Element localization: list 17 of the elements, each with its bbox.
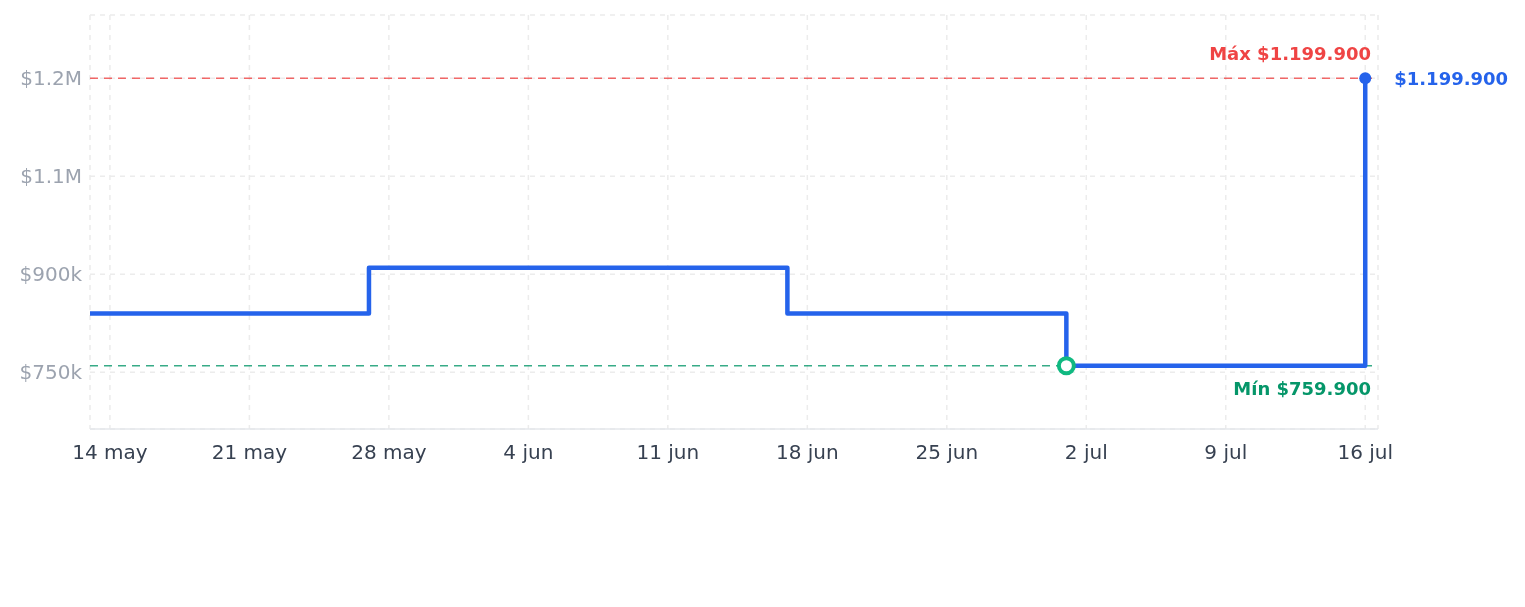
y-tick-label: $900k (19, 262, 83, 287)
x-tick-label: 25 jun (915, 440, 979, 465)
y-tick-label: $1.2M (20, 66, 82, 91)
annotation: $1.199.900 (1394, 67, 1509, 89)
y-tick-label: $1.1M (20, 164, 82, 189)
x-tick-label: 11 jun (636, 440, 700, 465)
y-tick-label: $750k (19, 360, 83, 385)
ref-line-label: Máx $1.199.900 (1209, 43, 1371, 65)
x-tick-label: 4 jun (503, 440, 554, 465)
x-tick-label: 28 may (351, 440, 427, 465)
x-tick-label: 9 jul (1204, 440, 1248, 465)
x-tick-label: 2 jul (1064, 440, 1108, 465)
ref-line-label: Mín $759.900 (1233, 377, 1371, 399)
x-tick-label: 21 may (211, 440, 288, 465)
x-tick-label: 14 may (72, 440, 148, 465)
x-tick-label: 18 jun (775, 440, 839, 465)
x-tick-label: 16 jul (1337, 440, 1394, 465)
